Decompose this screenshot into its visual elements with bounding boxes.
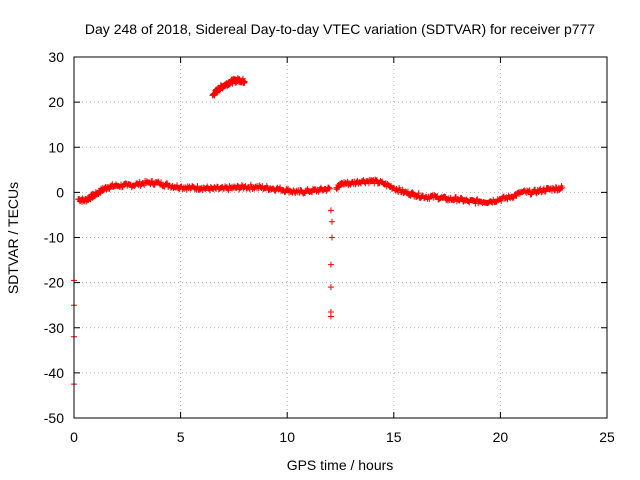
plus-marker xyxy=(458,194,465,201)
grid xyxy=(74,57,607,418)
data-point xyxy=(323,187,330,194)
data-point xyxy=(373,177,380,184)
plus-marker xyxy=(415,190,422,197)
data-point xyxy=(328,218,335,225)
plus-marker xyxy=(327,284,334,291)
data-point xyxy=(158,179,165,186)
data-point xyxy=(509,195,516,202)
data-point xyxy=(441,193,448,200)
y-tick-label: -40 xyxy=(44,365,64,381)
y-tick-label: -50 xyxy=(44,410,64,426)
y-tick-label: 0 xyxy=(56,184,64,200)
x-tick-label: 20 xyxy=(493,429,509,445)
data-point xyxy=(328,234,335,241)
data-point xyxy=(542,188,549,195)
data-point xyxy=(194,183,201,190)
plus-marker xyxy=(509,195,516,202)
plus-marker xyxy=(328,234,335,241)
plus-marker xyxy=(326,185,333,192)
plus-marker xyxy=(327,313,334,320)
plus-marker xyxy=(174,182,181,189)
y-tick-label: 30 xyxy=(48,49,64,65)
data-point xyxy=(326,185,333,192)
series-group xyxy=(209,75,248,99)
data-point xyxy=(241,78,248,85)
plus-marker xyxy=(441,193,448,200)
y-tick-label: -30 xyxy=(44,320,64,336)
plus-marker xyxy=(510,194,517,201)
tick-labels: 0 5 10 15 20 25 -50 -40 -30 -20 -10 0 10 20 30 xyxy=(44,49,615,445)
data-point xyxy=(513,193,520,200)
data-point xyxy=(174,182,181,189)
series-group xyxy=(75,177,333,205)
data-point xyxy=(327,207,334,214)
plus-marker xyxy=(241,78,248,85)
data-point xyxy=(405,188,412,195)
x-tick-label: 25 xyxy=(599,429,615,445)
plus-marker xyxy=(473,197,480,204)
data-point xyxy=(498,197,505,204)
axis-ticks xyxy=(73,56,608,419)
data-point xyxy=(415,190,422,197)
x-tick-label: 15 xyxy=(386,429,402,445)
plus-marker xyxy=(513,193,520,200)
plus-marker xyxy=(327,207,334,214)
data-points xyxy=(71,75,566,388)
plus-marker xyxy=(194,183,201,190)
x-tick-label: 0 xyxy=(70,429,78,445)
data-point xyxy=(327,284,334,291)
plus-marker xyxy=(325,184,332,191)
data-point xyxy=(510,194,517,201)
y-tick-label: -20 xyxy=(44,275,64,291)
data-point xyxy=(149,177,156,184)
x-tick-label: 5 xyxy=(177,429,185,445)
data-point xyxy=(327,261,334,268)
plus-marker xyxy=(405,188,412,195)
chart-title: Day 248 of 2018, Sidereal Day-to-day VTE… xyxy=(85,21,595,37)
plus-marker xyxy=(559,184,566,191)
plus-marker xyxy=(542,188,549,195)
plus-marker xyxy=(158,179,165,186)
plus-marker xyxy=(498,197,505,204)
plus-marker xyxy=(323,187,330,194)
series-group xyxy=(333,176,566,207)
y-tick-label: -10 xyxy=(44,230,64,246)
series-group xyxy=(327,207,335,320)
plus-marker xyxy=(328,218,335,225)
plus-marker xyxy=(373,177,380,184)
data-point xyxy=(473,197,480,204)
data-point xyxy=(458,194,465,201)
data-point xyxy=(325,184,332,191)
data-point xyxy=(327,313,334,320)
x-axis-label: GPS time / hours xyxy=(287,457,394,473)
y-axis-label: SDTVAR / TECUs xyxy=(5,182,21,294)
data-point xyxy=(559,184,566,191)
plus-marker xyxy=(149,177,156,184)
y-tick-label: 10 xyxy=(48,139,64,155)
y-tick-label: 20 xyxy=(48,94,64,110)
x-tick-label: 10 xyxy=(279,429,295,445)
plus-marker xyxy=(327,261,334,268)
